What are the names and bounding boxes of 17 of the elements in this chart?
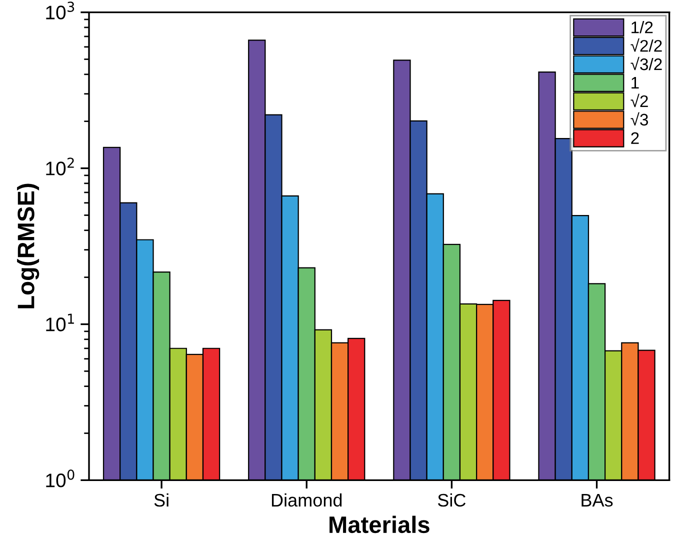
legend-label: √2/2 [630, 38, 662, 52]
y-tick-label: 10$^{3}$ [46, 2, 74, 20]
y-axis-title: Log(RMSE) [17, 184, 40, 308]
legend-label: 2 [631, 132, 639, 144]
y-tick-label: 10$^{0}$ [46, 470, 74, 488]
x-tick-label: Si [154, 493, 168, 507]
y-tick-label: 10$^{1}$ [46, 314, 74, 332]
x-tick-label: SiC [438, 493, 466, 507]
legend-label: √3/2 [630, 56, 662, 70]
legend-label: 1 [632, 77, 639, 89]
legend-label: √3 [630, 112, 648, 126]
x-tick-label: Diamond [272, 493, 342, 507]
x-axis-title: Materials [330, 516, 430, 534]
x-tick-label: BAs [582, 494, 613, 507]
legend-label: √2 [630, 94, 648, 108]
y-tick-label: 10$^{2}$ [46, 158, 74, 176]
legend-label: 1/2 [632, 21, 653, 34]
